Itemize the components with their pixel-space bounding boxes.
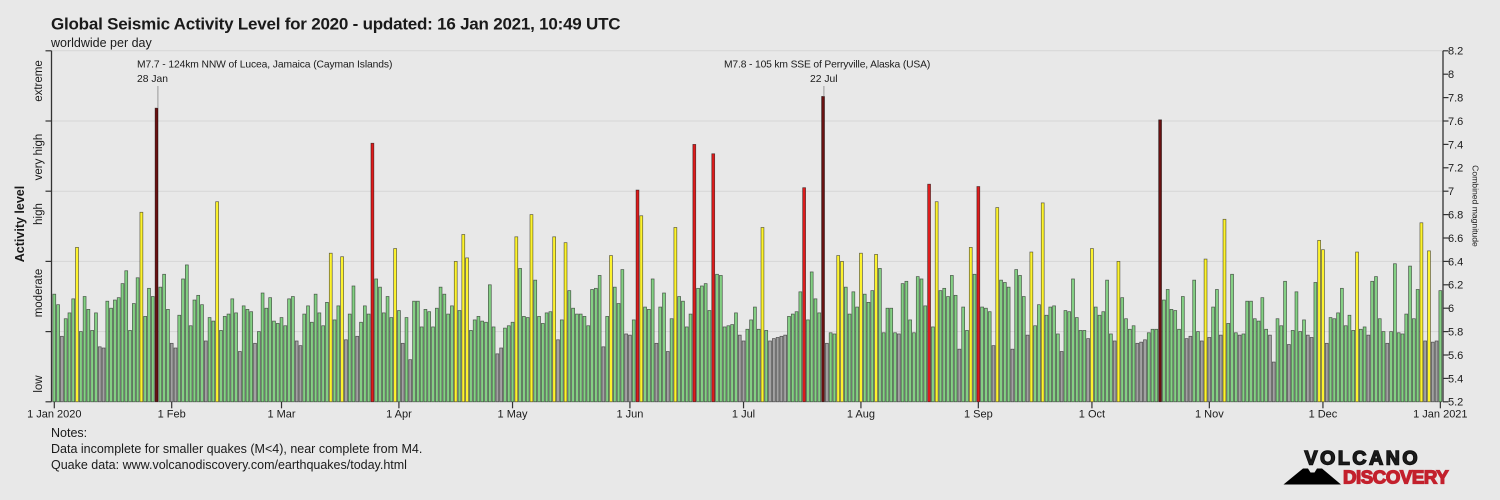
svg-text:Quake data: www.volcanodiscove: Quake data: www.volcanodiscovery.com/ear… <box>51 458 407 472</box>
svg-text:very high: very high <box>33 134 45 181</box>
svg-text:Notes:: Notes: <box>51 426 87 440</box>
svg-text:5.6: 5.6 <box>1448 350 1463 362</box>
svg-text:1 Nov: 1 Nov <box>1195 409 1224 421</box>
svg-text:7.8: 7.8 <box>1448 93 1463 105</box>
svg-text:7.6: 7.6 <box>1448 116 1463 128</box>
svg-text:M7.7 - 124km NNW of Lucea, Jam: M7.7 - 124km NNW of Lucea, Jamaica (Caym… <box>137 60 392 71</box>
svg-text:1 Jan 2021: 1 Jan 2021 <box>1413 409 1467 421</box>
svg-text:M7.8 - 105 km SSE of Perryvill: M7.8 - 105 km SSE of Perryville, Alaska … <box>724 60 930 71</box>
svg-text:Data incomplete for smaller qu: Data incomplete for smaller quakes (M<4)… <box>51 442 422 456</box>
svg-text:high: high <box>33 203 45 225</box>
svg-text:Activity level: Activity level <box>13 186 27 262</box>
svg-text:1 May: 1 May <box>498 409 528 421</box>
svg-text:1 Jan 2020: 1 Jan 2020 <box>27 409 81 421</box>
svg-text:6.2: 6.2 <box>1448 280 1463 292</box>
svg-text:1 Jun: 1 Jun <box>616 409 643 421</box>
svg-text:moderate: moderate <box>33 269 45 318</box>
svg-text:22 Jul: 22 Jul <box>810 74 837 85</box>
svg-text:6.8: 6.8 <box>1448 210 1463 222</box>
svg-text:7.2: 7.2 <box>1448 163 1463 175</box>
svg-text:6.6: 6.6 <box>1448 233 1463 245</box>
svg-text:1 Oct: 1 Oct <box>1079 409 1105 421</box>
svg-text:extreme: extreme <box>33 60 45 102</box>
svg-text:1 Feb: 1 Feb <box>158 409 186 421</box>
svg-text:7.4: 7.4 <box>1448 139 1463 151</box>
svg-text:1 Aug: 1 Aug <box>847 409 875 421</box>
svg-text:worldwide per day: worldwide per day <box>50 36 152 50</box>
svg-text:1 Mar: 1 Mar <box>267 409 295 421</box>
svg-text:DISCOVERY: DISCOVERY <box>1343 467 1449 488</box>
svg-text:8: 8 <box>1448 69 1454 81</box>
svg-text:1 Dec: 1 Dec <box>1309 409 1338 421</box>
svg-text:28 Jan: 28 Jan <box>137 74 168 85</box>
svg-text:6.4: 6.4 <box>1448 256 1463 268</box>
svg-text:8.2: 8.2 <box>1448 46 1463 58</box>
svg-text:6: 6 <box>1448 303 1454 315</box>
svg-text:Global Seismic Activity Level: Global Seismic Activity Level for 2020 -… <box>51 15 620 34</box>
svg-text:5.4: 5.4 <box>1448 373 1463 385</box>
svg-text:5.2: 5.2 <box>1448 397 1463 409</box>
svg-text:VOLCANO: VOLCANO <box>1305 448 1421 470</box>
svg-text:7: 7 <box>1448 186 1454 198</box>
svg-text:1 Sep: 1 Sep <box>964 409 993 421</box>
svg-text:low: low <box>33 375 45 393</box>
svg-text:1 Jul: 1 Jul <box>732 409 755 421</box>
svg-text:5.8: 5.8 <box>1448 327 1463 339</box>
svg-text:1 Apr: 1 Apr <box>386 409 412 421</box>
svg-text:Combined magnitude: Combined magnitude <box>1471 165 1481 247</box>
